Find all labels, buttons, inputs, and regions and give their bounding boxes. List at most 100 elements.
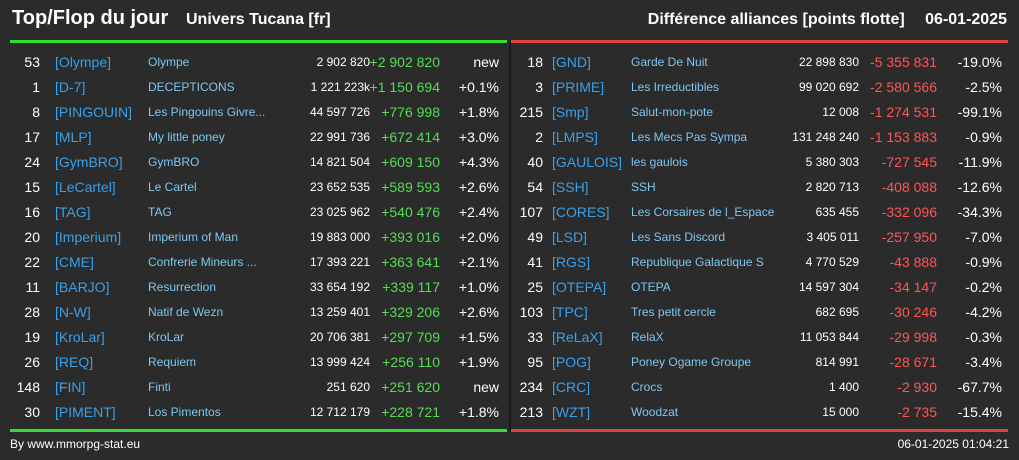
flop-alliance-tag[interactable]: [GND] [552, 54, 591, 70]
top-alliance-name[interactable]: Les Pingouins Givre... [148, 105, 266, 119]
flop-rank: 95 [527, 354, 543, 370]
top-rank: 28 [24, 304, 40, 320]
flop-alliance-name[interactable]: Garde De Nuit [631, 55, 708, 69]
flop-diff: -1 153 883 [870, 129, 937, 145]
top-alliance-name[interactable]: Natif de Wezn [148, 305, 224, 319]
top-alliance-name[interactable]: Imperium of Man [148, 230, 239, 244]
flop-alliance-tag[interactable]: [GAULOIS] [552, 154, 623, 170]
top-diff: +256 110 [382, 354, 440, 370]
flop-row: 103 [TPC] Tres petit cercle 682 695 -30 246 -… [511, 300, 1008, 325]
top-alliance-name[interactable]: Los Pimentos [148, 405, 221, 419]
top-alliance-tag[interactable]: [Imperium] [55, 229, 122, 245]
flop-alliance-name[interactable]: RelaX [631, 330, 664, 344]
flop-alliance-tag[interactable]: [POG] [552, 354, 591, 370]
flop-diff: -28 671 [889, 354, 937, 370]
top-rank: 19 [24, 329, 40, 345]
flop-rank: 103 [519, 304, 543, 320]
top-alliance-tag[interactable]: [MLP] [55, 129, 92, 145]
flop-alliance-tag[interactable]: [RGS] [552, 254, 591, 270]
flop-alliance-name[interactable]: Poney Ogame Groupe [631, 355, 752, 369]
top-alliance-name[interactable]: GymBRO [148, 155, 200, 169]
top-row: 30 [PIMENT] Los Pimentos 12 712 179 +228 721… [10, 400, 507, 425]
top-alliance-tag[interactable]: [FIN] [55, 379, 86, 395]
flop-rank: 3 [535, 79, 543, 95]
top-alliance-tag[interactable]: [KroLar] [55, 329, 105, 345]
flop-alliance-name[interactable]: Les Corsaires de l_Espace [631, 205, 775, 219]
top-percent: +0.1% [458, 79, 499, 95]
flop-alliance-tag[interactable]: [OTEPA] [552, 279, 607, 295]
flop-alliance-tag[interactable]: [SSH] [552, 179, 589, 195]
flop-row: 41 [RGS] Republique Galactique S 4 770 529 -… [511, 250, 1008, 275]
top-alliance-tag[interactable]: [Olympe] [55, 54, 112, 70]
flop-percent: -3.4% [965, 354, 1002, 370]
flop-alliance-name[interactable]: Tres petit cercle [631, 305, 716, 319]
top-diff: +228 721 [381, 404, 440, 420]
flop-alliance-tag[interactable]: [PRIME] [552, 79, 605, 95]
top-points: 251 620 [326, 380, 370, 394]
flop-diff: -29 998 [889, 329, 937, 345]
top-alliance-tag[interactable]: [TAG] [55, 204, 91, 220]
top-alliance-tag[interactable]: [N-W] [55, 304, 91, 320]
top-alliance-name[interactable]: TAG [148, 205, 172, 219]
top-alliance-name[interactable]: DECEPTICONS [148, 80, 235, 94]
top-alliance-tag[interactable]: [CME] [55, 254, 94, 270]
top-points: 12 712 179 [309, 405, 370, 419]
flop-alliance-name[interactable]: SSH [631, 180, 656, 194]
category-label: Différence alliances [points flotte] [647, 11, 905, 28]
flop-row: 234 [CRC] Crocs 1 400 -2 930 -67.7% [511, 375, 1008, 400]
flop-alliance-tag[interactable]: [CRC] [552, 379, 591, 395]
top-diff: +339 117 [382, 279, 440, 295]
top-alliance-name[interactable]: Requiem [148, 355, 197, 369]
top-alliance-name[interactable]: Le Cartel [148, 180, 197, 194]
flop-alliance-tag[interactable]: [LSD] [552, 229, 588, 245]
flop-diff: -1 274 531 [870, 104, 937, 120]
top-alliance-name[interactable]: Resurrection [148, 280, 217, 294]
top-rank: 26 [24, 354, 40, 370]
top-points: 19 883 000 [309, 230, 370, 244]
top-alliance-tag[interactable]: [REQ] [55, 354, 94, 370]
top-points: 33 654 192 [309, 280, 370, 294]
flop-percent: -12.6% [957, 179, 1002, 195]
top-alliance-tag[interactable]: [BARJO] [55, 279, 110, 295]
top-alliance-name[interactable]: My little poney [148, 130, 225, 144]
top-alliance-tag[interactable]: [GymBRO] [55, 154, 123, 170]
flop-diff: -5 355 831 [870, 54, 937, 70]
flop-alliance-name[interactable]: Les Mecs Pas Sympa [631, 130, 748, 144]
top-alliance-tag[interactable]: [PIMENT] [55, 404, 116, 420]
top-percent: +1.8% [458, 404, 499, 420]
top-alliance-tag[interactable]: [D-7] [55, 79, 86, 95]
flop-alliance-name[interactable]: Republique Galactique S [631, 255, 764, 269]
flop-alliance-tag[interactable]: [LMPS] [552, 129, 598, 145]
flop-alliance-tag[interactable]: [CORES] [552, 204, 610, 220]
top-percent: +2.6% [458, 179, 499, 195]
top-points: 23 652 535 [309, 180, 370, 194]
flop-alliance-name[interactable]: OTEPA [631, 280, 671, 294]
flop-alliance-tag[interactable]: [TPC] [552, 304, 588, 320]
flop-alliance-tag[interactable]: [ReLaX] [552, 329, 603, 345]
top-alliance-tag[interactable]: [LeCartel] [55, 179, 116, 195]
top-points: 13 259 401 [309, 305, 370, 319]
flop-alliance-name[interactable]: Les Sans Discord [631, 230, 726, 244]
flop-points: 682 695 [815, 305, 859, 319]
top-points: 2 902 820 [316, 55, 370, 69]
flop-alliance-name[interactable]: Woodzat [631, 405, 679, 419]
top-alliance-name[interactable]: KroLar [148, 330, 185, 344]
flop-alliance-tag[interactable]: [WZT] [552, 404, 591, 420]
top-percent: +1.0% [458, 279, 499, 295]
top-percent: +1.5% [458, 329, 499, 345]
flop-alliance-tag[interactable]: [Smp] [552, 104, 589, 120]
flop-rank: 25 [527, 279, 543, 295]
top-diff: +609 150 [381, 154, 440, 170]
top-alliance-name[interactable]: Finti [148, 380, 171, 394]
top-rank: 8 [32, 104, 40, 120]
flop-alliance-name[interactable]: les gaulois [631, 155, 688, 169]
top-alliance-name[interactable]: Olympe [148, 55, 190, 69]
top-alliance-name[interactable]: Confrerie Mineurs ... [148, 255, 257, 269]
flop-alliance-name[interactable]: Crocs [631, 380, 663, 394]
flop-percent: -34.3% [957, 204, 1002, 220]
top-alliance-tag[interactable]: [PINGOUIN] [55, 104, 133, 120]
flop-alliance-name[interactable]: Salut-mon-pote [631, 105, 714, 119]
top-percent: +2.0% [458, 229, 499, 245]
flop-alliance-name[interactable]: Les Irreductibles [631, 80, 720, 94]
top-rank: 15 [24, 179, 40, 195]
